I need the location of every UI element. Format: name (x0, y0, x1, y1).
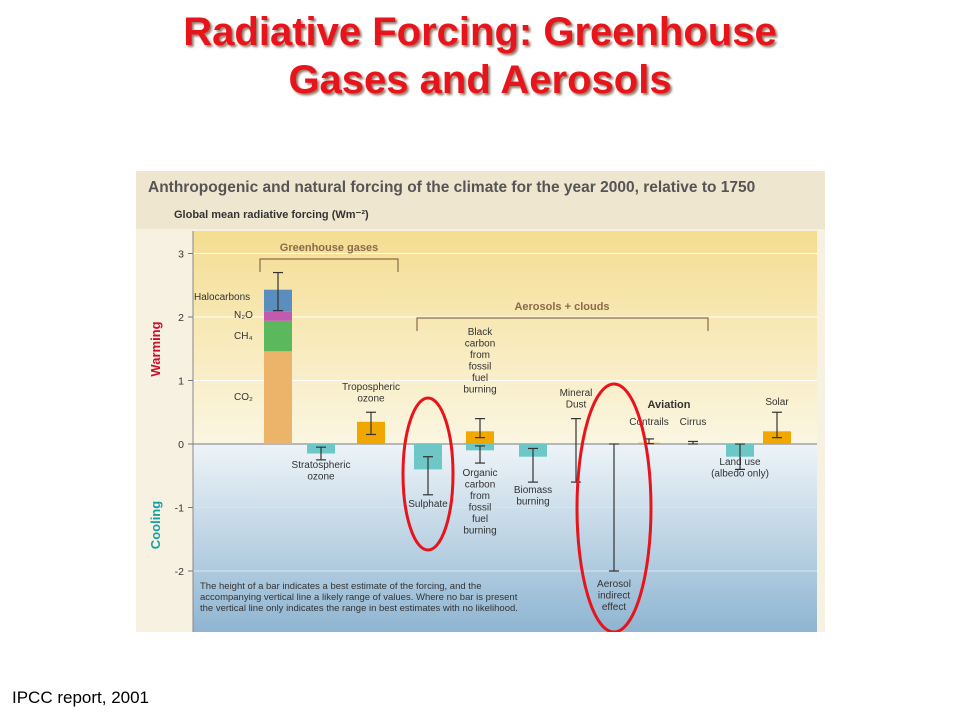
stack-label-n2o: N₂O (234, 310, 253, 321)
bar-label: Biomass (514, 485, 552, 496)
bar-ghg-no (264, 311, 292, 321)
bar-label: Solar (765, 397, 789, 408)
bar-label: fossil (469, 362, 492, 373)
forcing-chart: Anthropogenic and natural forcing of the… (136, 171, 825, 632)
chart-title: Anthropogenic and natural forcing of the… (148, 179, 755, 196)
stack-label-halocarbons: Halocarbons (194, 292, 250, 303)
y-tick-label: 1 (178, 376, 184, 388)
aviation-label: Aviation (648, 399, 691, 411)
bar-label: Sulphate (408, 499, 448, 510)
slide-title-line2: Gases and Aerosols (288, 58, 672, 102)
greenhouse-bracket (259, 258, 399, 272)
bar-label: Tropospheric (342, 382, 400, 393)
greenhouse-group-label: Greenhouse gases (280, 242, 378, 254)
cooling-zone (193, 444, 817, 632)
bar-label: Black (468, 327, 493, 338)
bar-label: ozone (357, 394, 385, 405)
y-tick-label: -2 (175, 566, 184, 578)
bar-label: burning (463, 385, 496, 396)
bar-label: indirect (598, 591, 630, 602)
bar-label: Mineral (560, 388, 593, 399)
note-line-3: the vertical line only indicates the ran… (200, 603, 518, 614)
bar-label: fuel (472, 514, 488, 525)
y-tick-label: -1 (175, 503, 184, 515)
bar-label: effect (602, 602, 626, 613)
bar-label: burning (516, 497, 549, 508)
cooling-label: Cooling (148, 501, 163, 549)
aerosol-group-label: Aerosols + clouds (514, 301, 609, 313)
slide-title-line1: Radiative Forcing: Greenhouse (183, 10, 777, 54)
bar-label: burning (463, 526, 496, 537)
bar-label: Contrails (629, 417, 668, 428)
bar-label: Dust (566, 400, 587, 411)
stack-label-ch4: CH₄ (234, 331, 253, 342)
y-tick-label: 3 (178, 249, 184, 261)
aerosol-bracket (416, 317, 709, 331)
bar-label: ozone (307, 472, 335, 483)
forcing-figure: Anthropogenic and natural forcing of the… (136, 171, 825, 632)
bar-label: (albedo only) (711, 469, 769, 480)
bar-label: carbon (465, 480, 496, 491)
bar-ghg-co (264, 351, 292, 444)
bar-label: from (470, 491, 490, 502)
source-citation: IPCC report, 2001 (12, 688, 150, 707)
stack-label-co2: CO₂ (234, 392, 253, 403)
warming-label: Warming (148, 321, 163, 376)
slide-title: Radiative Forcing: Greenhouse Gases and … (0, 8, 960, 104)
bar-label: Cirrus (680, 417, 707, 428)
bar-label: Stratospheric (292, 460, 351, 471)
bar-label: carbon (465, 339, 496, 350)
bar-label: from (470, 350, 490, 361)
note-line-1: The height of a bar indicates a best est… (200, 581, 481, 592)
y-tick-label: 0 (178, 439, 184, 451)
y-tick-label: 2 (178, 312, 184, 324)
bar-label: fuel (472, 373, 488, 384)
y-axis-label: Global mean radiative forcing (Wm⁻²) (174, 209, 369, 221)
bar-ghg-ch (264, 320, 292, 352)
bar-label: fossil (469, 503, 492, 514)
note-line-2: accompanying vertical line a likely rang… (200, 592, 518, 603)
warming-zone (193, 231, 817, 444)
bar-label: Land use (719, 457, 761, 468)
aerosol-indirect-highlight (575, 382, 653, 632)
header-band (136, 171, 825, 229)
sulphate-highlight (401, 396, 455, 552)
bar-label: Aerosol (597, 579, 631, 590)
bar-label: Organic (462, 468, 497, 479)
